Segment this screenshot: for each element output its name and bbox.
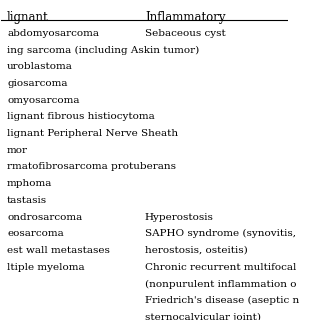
Text: Friedrich's disease (aseptic n: Friedrich's disease (aseptic n (145, 296, 299, 305)
Text: Inflammatory: Inflammatory (145, 12, 225, 24)
Text: mor: mor (7, 146, 28, 155)
Text: omyosarcoma: omyosarcoma (7, 96, 80, 105)
Text: Sebaceous cyst: Sebaceous cyst (145, 29, 226, 38)
Text: abdomyosarcoma: abdomyosarcoma (7, 29, 99, 38)
Text: tastasis: tastasis (7, 196, 47, 205)
Text: ondrosarcoma: ondrosarcoma (7, 212, 82, 221)
Text: giosarcoma: giosarcoma (7, 79, 68, 88)
Text: ltiple myeloma: ltiple myeloma (7, 263, 85, 272)
Text: est wall metastases: est wall metastases (7, 246, 110, 255)
Text: ing sarcoma (including Askin tumor): ing sarcoma (including Askin tumor) (7, 45, 199, 55)
Text: SAPHO syndrome (synovitis,: SAPHO syndrome (synovitis, (145, 229, 296, 238)
Text: lignant Peripheral Nerve Sheath: lignant Peripheral Nerve Sheath (7, 129, 178, 138)
Text: sternocalvicular joint): sternocalvicular joint) (145, 313, 261, 320)
Text: Chronic recurrent multifocal: Chronic recurrent multifocal (145, 263, 296, 272)
Text: herostosis, osteitis): herostosis, osteitis) (145, 246, 248, 255)
Text: (nonpurulent inflammation o: (nonpurulent inflammation o (145, 279, 296, 289)
Text: eosarcoma: eosarcoma (7, 229, 64, 238)
Text: mphoma: mphoma (7, 179, 52, 188)
Text: uroblastoma: uroblastoma (7, 62, 73, 71)
Text: lignant: lignant (7, 12, 49, 24)
Text: Hyperostosis: Hyperostosis (145, 212, 214, 221)
Text: rmatofibrosarcoma protuberans: rmatofibrosarcoma protuberans (7, 163, 176, 172)
Text: lignant fibrous histiocytoma: lignant fibrous histiocytoma (7, 112, 155, 121)
